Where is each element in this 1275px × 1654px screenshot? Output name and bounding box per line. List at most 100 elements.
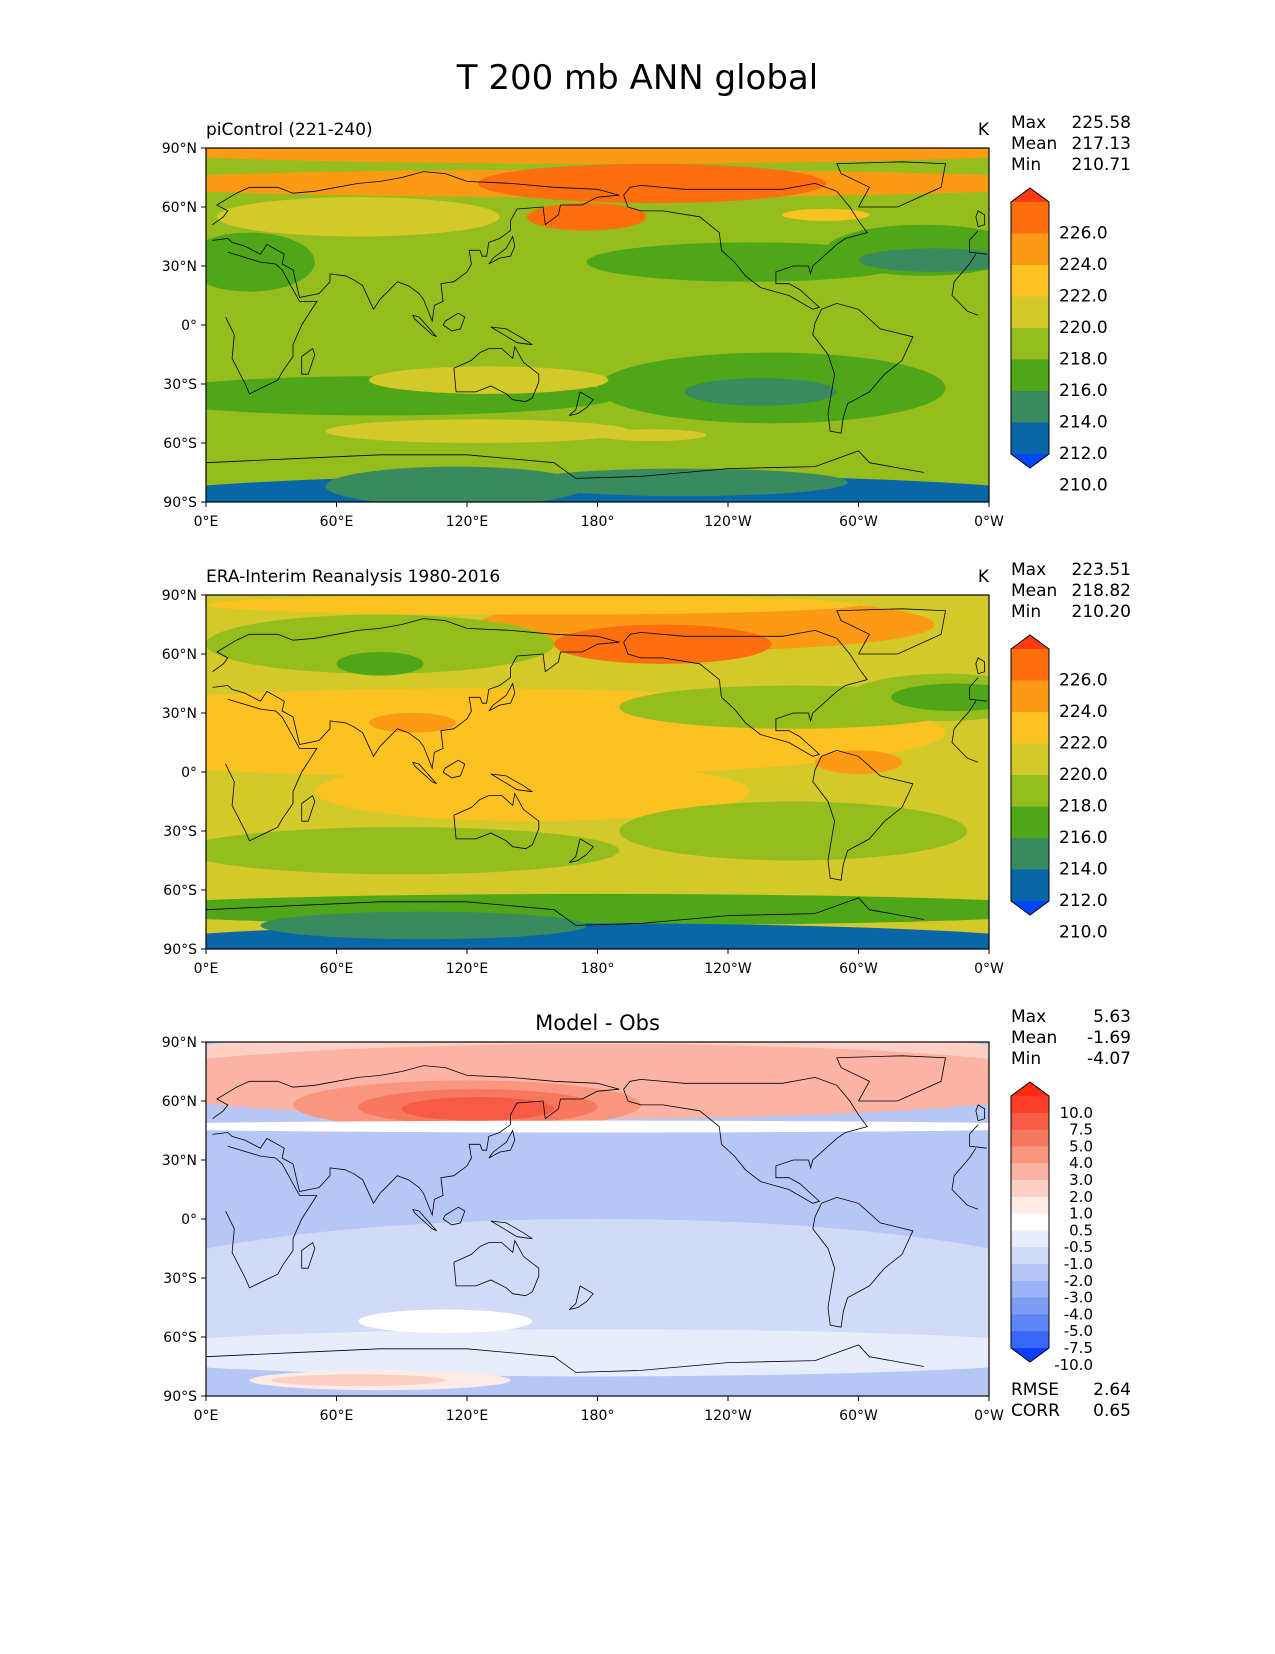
coastline-eurasia [969, 1134, 987, 1149]
colorbar-segment [1011, 1331, 1049, 1349]
colorbar-segment [1011, 649, 1049, 681]
x-tick-label: 0°W [974, 961, 1004, 977]
coastline-japan [488, 682, 516, 712]
field-region [206, 1329, 989, 1377]
stat-label: Max [1011, 113, 1046, 133]
colorbar-segment [1011, 1180, 1049, 1198]
colorbar-segment [1011, 680, 1049, 713]
coastline-greenland [836, 1055, 946, 1102]
colorbar-label: 214.0 [1059, 413, 1108, 433]
colorbar-label: -2.0 [1064, 1272, 1093, 1290]
coastline-newguinea [490, 1220, 533, 1240]
coastline-newguinea [490, 773, 533, 793]
stat-value: 223.51 [1072, 560, 1131, 580]
y-tick-label: 90°N [162, 141, 197, 157]
coastline-greenland [836, 161, 946, 208]
x-tick-label: 60°W [839, 961, 878, 977]
colorbar-segment [1011, 1129, 1049, 1147]
field-region [206, 827, 620, 875]
coastline-japan [488, 1129, 516, 1159]
coastline-sumatra [412, 314, 437, 338]
coastline-eurasia [969, 677, 979, 688]
y-tick-label: 60°N [162, 1094, 197, 1110]
panel-title: Model - Obs [535, 1011, 660, 1035]
coastline-australia [453, 1239, 540, 1297]
coastline-australia [453, 345, 540, 403]
coastline-britain [975, 657, 985, 675]
colorbar-extend-top [1011, 635, 1049, 649]
y-tick-label: 30°N [162, 1153, 197, 1169]
coastline-madagascar [301, 794, 316, 822]
colorbar-label: -1.0 [1064, 1255, 1093, 1273]
colorbar-label: -0.5 [1064, 1238, 1093, 1256]
figure-title: T 200 mb ANN global [456, 58, 819, 98]
colorbar-label: -3.0 [1064, 1289, 1093, 1307]
coastline-borneo [442, 312, 466, 332]
y-tick-label: 60°S [163, 883, 197, 899]
y-tick-label: 0° [181, 318, 197, 334]
x-tick-label: 120°W [704, 514, 752, 530]
coastline-sumatra [412, 1208, 437, 1232]
colorbar-label: 218.0 [1059, 797, 1108, 817]
y-tick-label: 30°S [163, 1271, 197, 1287]
x-tick-label: 180° [581, 514, 615, 530]
colorbar-label: 222.0 [1059, 734, 1108, 754]
coastline-eurasia [969, 240, 987, 255]
field-region [597, 429, 707, 442]
colorbar-segment [1011, 1112, 1049, 1131]
colorbar-label: 214.0 [1059, 860, 1108, 880]
corr-value: 0.65 [1093, 1401, 1131, 1421]
field-region [358, 1309, 533, 1334]
coastline-africa [225, 1145, 318, 1289]
colorbar-label: 216.0 [1059, 828, 1108, 848]
coastline-africa [225, 251, 318, 395]
x-tick-label: 0°E [194, 514, 219, 530]
colorbar-segment [1011, 869, 1049, 902]
colorbar-segment [1011, 775, 1049, 807]
colorbar-label: 216.0 [1059, 381, 1108, 401]
colorbar-extend-bottom [1011, 901, 1049, 915]
field-region [216, 197, 500, 237]
x-tick-label: 120°E [446, 1408, 489, 1424]
stat-value: -4.07 [1087, 1049, 1131, 1069]
colorbar-label: 212.0 [1059, 891, 1108, 911]
colorbar-label: 224.0 [1059, 702, 1108, 722]
x-tick-label: 0°E [194, 961, 219, 977]
colorbar-label: -5.0 [1064, 1322, 1093, 1340]
coastline-madagascar [301, 1241, 316, 1269]
field-region [858, 248, 989, 272]
map-panel-bottom: 0°E 60°E 120°E 180° 120°W 60°W 0°W 90°N 60°N 30°N… [162, 1007, 1131, 1424]
colorbar-label: 224.0 [1059, 255, 1108, 275]
colorbar: 10.07.55.04.03.02.01.00.5-0.5-1.0-2.0-3.… [1010, 1081, 1093, 1374]
panel-title: ERA-Interim Reanalysis 1980-2016 [206, 567, 500, 587]
x-tick-label: 0°W [974, 1408, 1004, 1424]
coastline-africa [225, 698, 318, 842]
y-tick-label: 90°S [163, 1389, 197, 1405]
colorbar-label: 2.0 [1069, 1188, 1093, 1206]
x-tick-label: 180° [581, 961, 615, 977]
field-region [271, 1374, 446, 1387]
y-tick-label: 30°S [163, 377, 197, 393]
stat-value: 5.63 [1093, 1007, 1131, 1027]
coastline-britain [975, 1104, 985, 1122]
x-tick-label: 0°W [974, 514, 1004, 530]
stat-label: Mean [1011, 581, 1057, 601]
x-tick-label: 120°E [446, 514, 489, 530]
colorbar-segment [1011, 328, 1049, 360]
coastline-greenland [836, 608, 946, 655]
stat-value: 218.82 [1072, 581, 1131, 601]
colorbar-label: 210.0 [1059, 923, 1108, 943]
colorbar-segment [1011, 743, 1049, 776]
coastline-newzealand [568, 838, 594, 863]
colorbar-label: -10.0 [1054, 1356, 1093, 1374]
coastlines [206, 608, 987, 926]
colorbar-extend-bottom [1011, 1348, 1049, 1362]
coastline-newzealand [568, 1285, 594, 1310]
coastline-africa [951, 1189, 979, 1210]
colorbar-segment [1011, 1247, 1049, 1265]
rmse-label: RMSE [1011, 1380, 1059, 1400]
colorbar-label: 218.0 [1059, 350, 1108, 370]
colorbar-segment [1011, 296, 1049, 329]
stat-value: 210.71 [1072, 155, 1131, 175]
